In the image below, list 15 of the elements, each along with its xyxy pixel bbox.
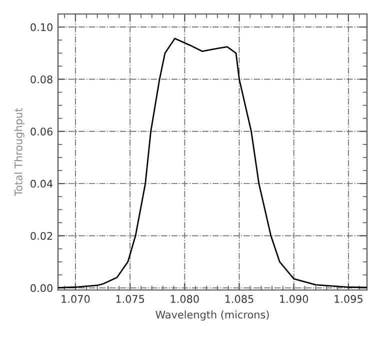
y-tick-label: 0.10	[30, 23, 52, 32]
y-tick-label: 0.08	[30, 75, 52, 84]
y-axis-title: Total Throughput	[14, 108, 24, 196]
x-tick-label: 1.075	[116, 295, 144, 303]
x-tick-label: 1.090	[280, 295, 308, 303]
y-tick-label: 0.06	[30, 128, 52, 136]
x-tick-label: 1.080	[170, 295, 199, 303]
y-tick-label: 0.02	[30, 232, 52, 240]
x-tick-label: 1.070	[62, 295, 90, 303]
x-axis-title: Wavelength (microns)	[156, 310, 269, 321]
line-series	[58, 38, 367, 288]
y-tick-label: 0.00	[30, 284, 52, 292]
y-tick-label: 0.04	[30, 180, 53, 188]
x-tick-label: 1.095	[334, 295, 362, 303]
x-tick-label: 1.085	[225, 295, 254, 303]
